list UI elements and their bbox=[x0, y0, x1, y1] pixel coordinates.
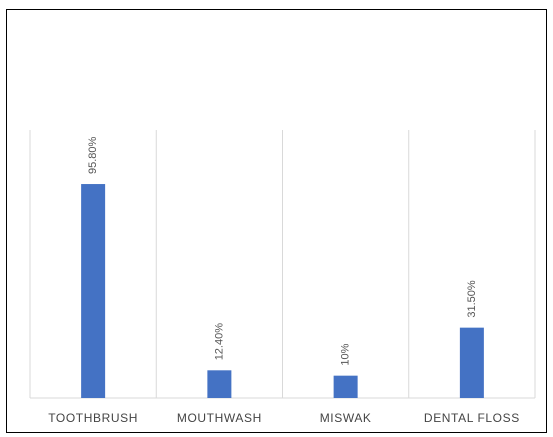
data-label: 10% bbox=[340, 343, 352, 365]
data-labels: 95.80% 12.40% 10% 31.50% bbox=[87, 137, 478, 366]
bar-toothbrush bbox=[81, 184, 106, 398]
data-label: 31.50% bbox=[466, 280, 478, 318]
x-tick-label: DENTAL FLOSS bbox=[424, 411, 520, 425]
bars bbox=[81, 184, 484, 398]
x-tick-label: TOOTHBRUSH bbox=[48, 411, 138, 425]
data-label: 95.80% bbox=[87, 137, 99, 175]
x-tick-label: MOUTHWASH bbox=[177, 411, 262, 425]
bar-miswak bbox=[333, 375, 358, 398]
x-tick-label: MISWAK bbox=[320, 411, 372, 425]
bar-mouthwash bbox=[207, 370, 232, 398]
bar-dental-floss bbox=[459, 327, 484, 398]
data-label: 12.40% bbox=[213, 323, 225, 361]
x-tick-labels: TOOTHBRUSH MOUTHWASH MISWAK DENTAL FLOSS bbox=[48, 411, 520, 425]
grid-lines bbox=[29, 130, 536, 399]
